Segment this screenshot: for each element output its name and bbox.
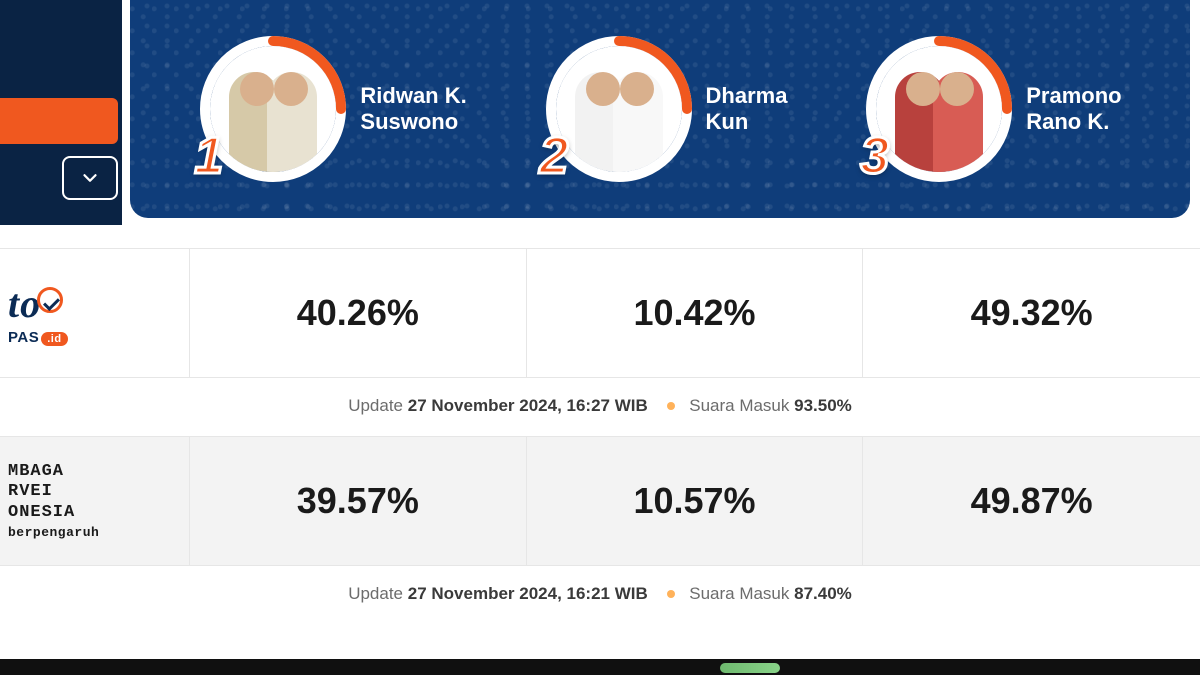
taskbar-indicator	[720, 663, 780, 673]
result-cell: 49.32%	[863, 249, 1200, 377]
org-logo: MBAGA RVEI ONESIA	[8, 462, 75, 523]
candidates-banner: 1 Ridwan K. Suswono	[130, 0, 1190, 218]
candidate-number: 2	[540, 126, 569, 186]
candidates-row: 1 Ridwan K. Suswono	[130, 0, 1190, 218]
candidate-card: 2 Dharma Kun	[544, 34, 788, 184]
bullet-icon	[667, 402, 675, 410]
result-cell: 40.26%	[190, 249, 527, 377]
suara-value: 87.40%	[794, 584, 852, 603]
candidate-name: Dharma Kun	[706, 83, 788, 136]
org-subtext: PAS.id	[8, 329, 68, 346]
row-meta: Update 27 November 2024, 16:21 WIB Suara…	[0, 565, 1200, 624]
bullet-icon	[667, 590, 675, 598]
left-panel	[0, 0, 122, 225]
org-logo: to	[8, 280, 63, 327]
dropdown-button[interactable]	[62, 156, 118, 200]
candidate-number: 1	[194, 126, 223, 186]
candidate-portrait	[210, 46, 336, 172]
candidate-portrait	[556, 46, 682, 172]
candidate-card: 1 Ridwan K. Suswono	[198, 34, 466, 184]
results-table: to PAS.id 40.26% 10.42% 49.32% Update 27…	[0, 248, 1200, 624]
org-cell: MBAGA RVEI ONESIA berpengaruh	[0, 437, 190, 565]
update-time: 27 November 2024, 16:27 WIB	[408, 396, 648, 415]
org-subtext: berpengaruh	[8, 525, 99, 540]
org-cell: to PAS.id	[0, 249, 190, 377]
candidate-card: 3 Pramono Rano K.	[864, 34, 1121, 184]
candidate-name: Ridwan K. Suswono	[360, 83, 466, 136]
candidate-portrait	[876, 46, 1002, 172]
result-cell: 49.87%	[863, 437, 1200, 565]
suara-value: 93.50%	[794, 396, 852, 415]
table-row: to PAS.id 40.26% 10.42% 49.32%	[0, 248, 1200, 377]
candidate-ring: 2	[544, 34, 694, 184]
bottom-bar	[0, 659, 1200, 675]
table-row: MBAGA RVEI ONESIA berpengaruh 39.57% 10.…	[0, 436, 1200, 565]
header-banner: 1 Ridwan K. Suswono	[0, 0, 1200, 230]
candidate-number: 3	[860, 126, 889, 186]
chevron-down-icon	[79, 167, 101, 189]
row-meta: Update 27 November 2024, 16:27 WIB Suara…	[0, 377, 1200, 436]
result-cell: 39.57%	[190, 437, 527, 565]
update-time: 27 November 2024, 16:21 WIB	[408, 584, 648, 603]
result-cell: 10.57%	[527, 437, 864, 565]
cta-button[interactable]	[0, 98, 118, 144]
candidate-ring: 1	[198, 34, 348, 184]
candidate-name: Pramono Rano K.	[1026, 83, 1121, 136]
checkmark-icon	[37, 287, 63, 313]
candidate-ring: 3	[864, 34, 1014, 184]
result-cell: 10.42%	[527, 249, 864, 377]
